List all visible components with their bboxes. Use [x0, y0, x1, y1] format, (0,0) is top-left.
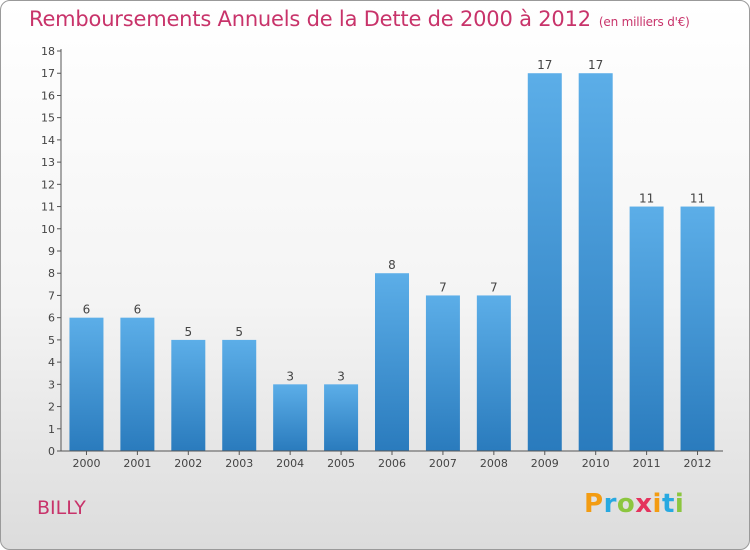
- x-tick-label: 2005: [327, 457, 355, 470]
- bar-2010: [578, 73, 613, 451]
- bar-2007: [425, 295, 460, 451]
- proxiti-logo: Proxiti: [584, 489, 684, 519]
- chart-unit: (en milliers d'€): [598, 15, 690, 29]
- x-tick-label: 2012: [684, 457, 712, 470]
- x-tick-label: 2007: [429, 457, 457, 470]
- commune-name: BILLY: [37, 497, 86, 519]
- bar-2006: [375, 273, 409, 451]
- x-tick-label: 2008: [480, 457, 508, 470]
- x-tick-label: 2011: [633, 457, 661, 470]
- value-label: 5: [184, 325, 192, 339]
- y-tick-label: 15: [41, 112, 55, 125]
- x-tick-label: 2006: [378, 457, 406, 470]
- value-label: 6: [134, 303, 142, 317]
- y-tick-label: 18: [41, 45, 55, 58]
- bar-2001: [120, 317, 155, 451]
- y-tick-label: 11: [41, 201, 55, 214]
- value-label: 8: [388, 258, 396, 272]
- logo-letter: x: [635, 489, 653, 519]
- y-tick-label: 9: [48, 245, 55, 258]
- x-tick-label: 2001: [123, 457, 151, 470]
- y-tick-label: 13: [41, 156, 55, 169]
- bar-2011: [629, 206, 664, 451]
- value-label: 7: [439, 280, 447, 294]
- logo-letter: r: [603, 489, 617, 519]
- y-tick-label: 5: [48, 334, 55, 347]
- value-label: 6: [83, 303, 91, 317]
- chart-title: Remboursements Annuels de la Dette de 20…: [29, 7, 690, 31]
- bar-2008: [476, 295, 511, 451]
- x-tick-label: 2010: [582, 457, 610, 470]
- y-tick-label: 12: [41, 178, 55, 191]
- bar-2005: [324, 384, 359, 451]
- chart-title-text: Remboursements Annuels de la Dette de 20…: [29, 7, 591, 31]
- logo-letter: P: [584, 489, 604, 519]
- value-label: 5: [235, 325, 243, 339]
- y-tick-label: 4: [48, 356, 55, 369]
- bar-2000: [69, 317, 104, 451]
- value-label: 3: [337, 369, 345, 383]
- value-label: 17: [588, 58, 603, 72]
- x-tick-label: 2000: [72, 457, 100, 470]
- bar-2009: [527, 73, 562, 451]
- y-tick-label: 17: [41, 67, 55, 80]
- logo-letter: t: [661, 489, 675, 519]
- value-label: 11: [639, 192, 654, 206]
- y-tick-label: 10: [41, 223, 55, 236]
- y-tick-label: 8: [48, 267, 55, 280]
- bar-2002: [171, 339, 206, 451]
- x-tick-label: 2002: [174, 457, 202, 470]
- bar-2012: [680, 206, 715, 451]
- bar-2004: [273, 384, 308, 451]
- y-tick-label: 2: [48, 401, 55, 414]
- x-tick-label: 2004: [276, 457, 304, 470]
- logo-letter: o: [616, 489, 636, 519]
- x-tick-label: 2003: [225, 457, 253, 470]
- logo-letter: i: [652, 489, 662, 519]
- bar-2003: [222, 339, 257, 451]
- logo-letter: i: [674, 489, 685, 519]
- y-tick-label: 0: [48, 445, 55, 458]
- value-label: 11: [690, 192, 705, 206]
- y-tick-label: 6: [48, 312, 55, 325]
- y-tick-label: 3: [48, 378, 55, 391]
- y-tick-label: 7: [48, 289, 55, 302]
- value-label: 17: [537, 58, 552, 72]
- y-tick-label: 16: [41, 89, 55, 102]
- value-label: 7: [490, 280, 498, 294]
- y-tick-label: 1: [48, 423, 55, 436]
- x-tick-label: 2009: [531, 457, 559, 470]
- y-tick-label: 14: [41, 134, 55, 147]
- value-label: 3: [286, 369, 294, 383]
